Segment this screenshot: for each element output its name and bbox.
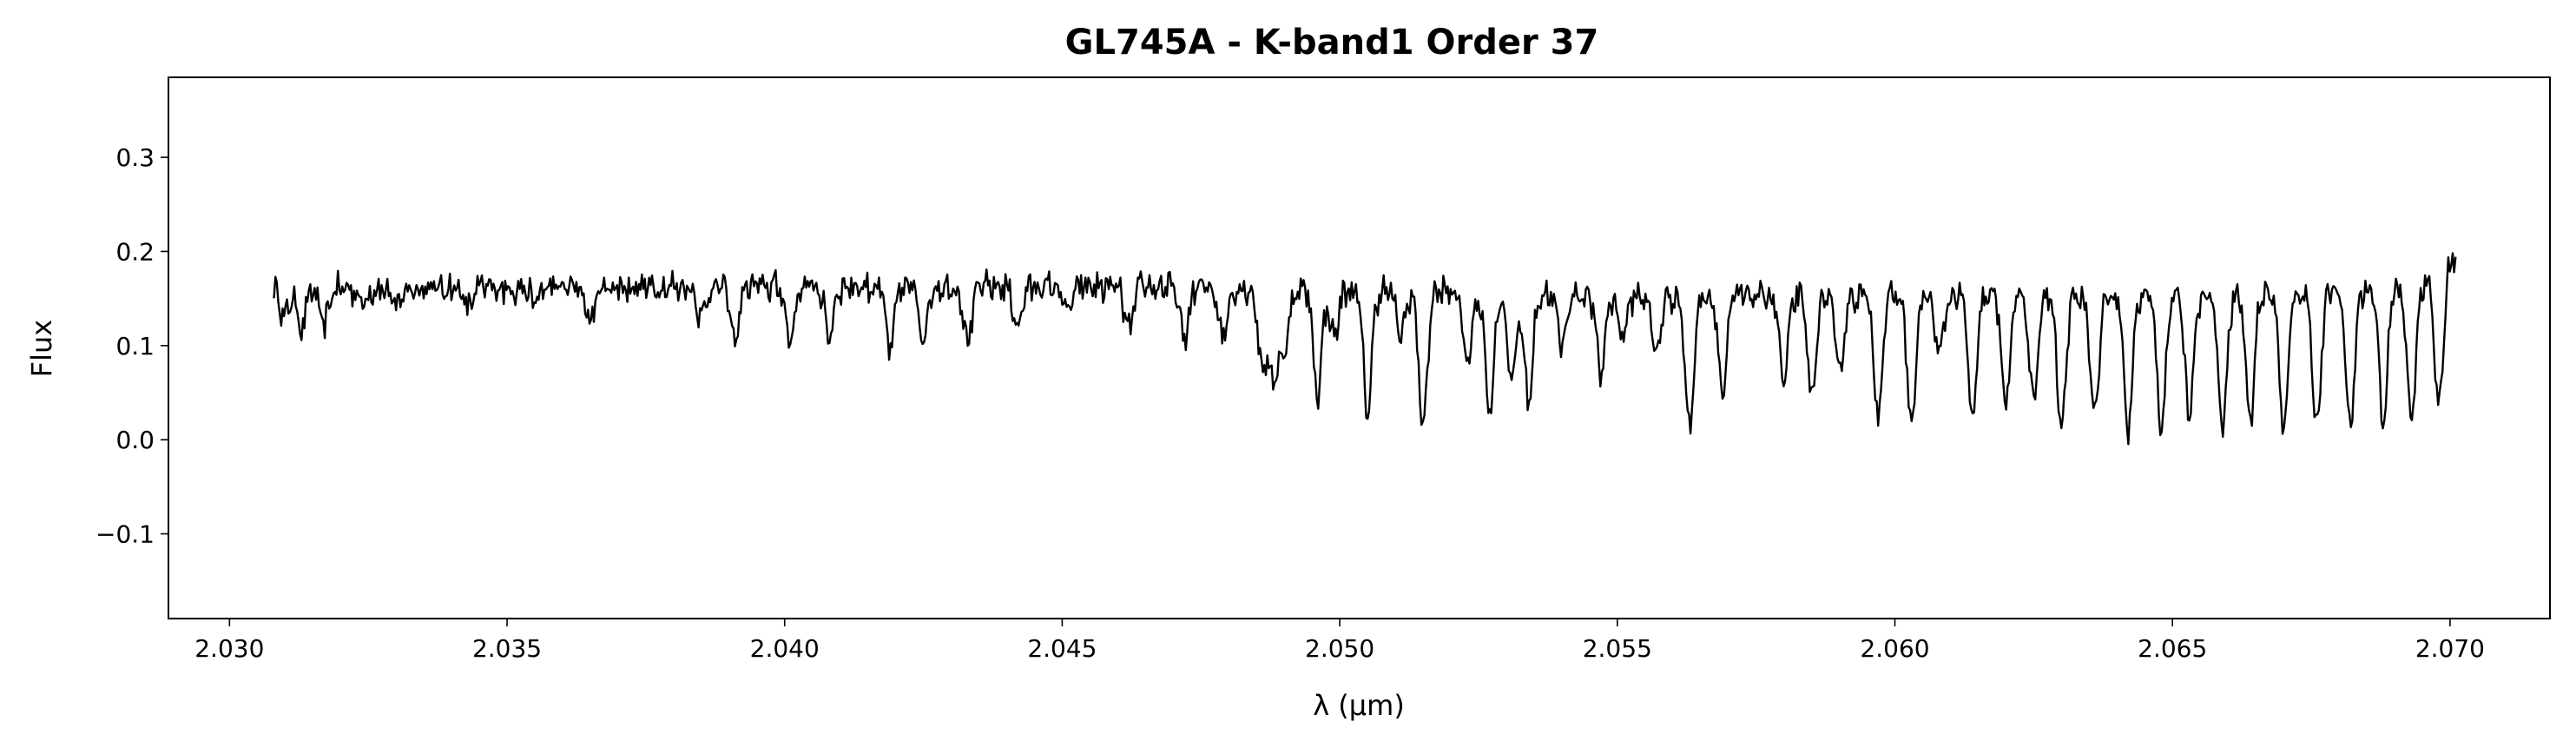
x-tick-label: 2.050 xyxy=(1305,634,1374,663)
x-tick-label: 2.070 xyxy=(2415,634,2485,663)
y-tick-label: 0.1 xyxy=(115,332,155,361)
y-axis-ticks: −0.1 0.0 0.1 0.2 0.3 xyxy=(96,143,168,548)
x-tick-label: 2.055 xyxy=(1583,634,1652,663)
x-tick-label: 2.045 xyxy=(1027,634,1097,663)
y-tick-label: 0.0 xyxy=(115,426,155,454)
series-layer xyxy=(273,252,2457,446)
x-tick-label: 2.065 xyxy=(2138,634,2207,663)
x-tick-label: 2.035 xyxy=(472,634,542,663)
chart-title: GL745A - K-band1 Order 37 xyxy=(1065,23,1599,63)
plot-frame xyxy=(168,76,2551,619)
y-tick-label: 0.3 xyxy=(115,143,155,172)
y-tick-label: 0.2 xyxy=(115,237,155,266)
x-axis-label: λ (μm) xyxy=(1313,689,1405,722)
x-axis-ticks: 2.030 2.035 2.040 2.045 2.050 2.055 2.060 2.065… xyxy=(194,619,2485,663)
x-tick-label: 2.040 xyxy=(750,634,820,663)
flux-series-line xyxy=(273,252,2457,446)
y-axis-label: Flux xyxy=(25,320,58,378)
x-tick-label: 2.030 xyxy=(194,634,264,663)
y-tick-label: −0.1 xyxy=(96,520,155,548)
x-tick-label: 2.060 xyxy=(1860,634,1929,663)
